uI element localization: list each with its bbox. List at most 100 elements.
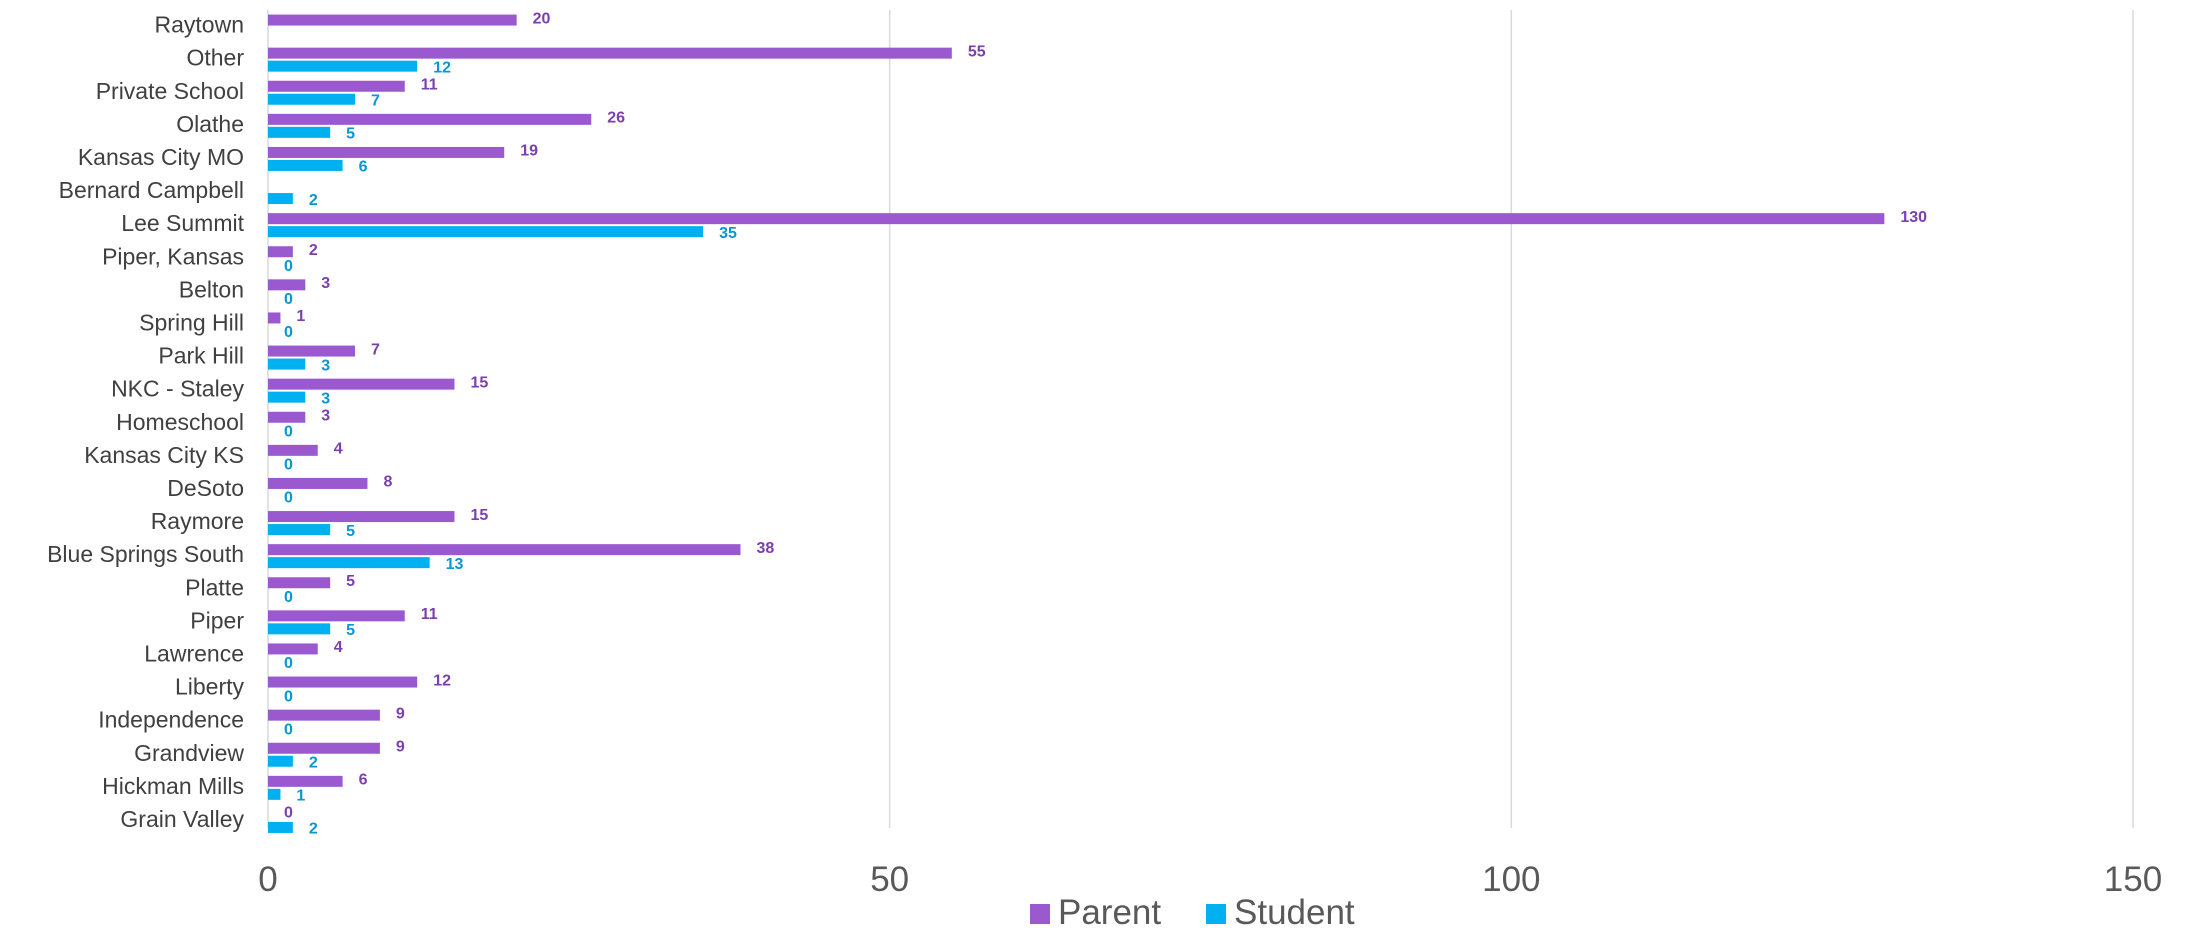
data-label-parent: 38 [756, 540, 774, 557]
data-label-parent: 130 [1900, 209, 1927, 226]
data-label-parent: 11 [421, 76, 438, 93]
bar-student [268, 391, 306, 403]
category-label: Blue Springs South [47, 541, 244, 567]
data-label-parent: 3 [321, 407, 330, 424]
data-label-parent: 7 [371, 341, 380, 358]
data-label-student: 13 [446, 556, 464, 573]
bar-parent [268, 213, 1885, 225]
data-label-student: 0 [284, 688, 293, 705]
category-label: Spring Hill [139, 310, 244, 336]
data-label-parent: 26 [607, 110, 625, 127]
category-label: DeSoto [167, 475, 244, 501]
data-label-parent: 1 [296, 308, 305, 325]
legend-label: Student [1234, 893, 1355, 932]
bar-student [268, 358, 306, 370]
data-label-parent: 4 [334, 639, 343, 656]
bar-parent [268, 477, 368, 489]
data-label-student: 0 [284, 324, 293, 341]
data-label-student: 3 [321, 390, 330, 407]
category-label: Grandview [134, 740, 244, 766]
bar-student [268, 557, 430, 569]
category-label: Raymore [151, 508, 244, 534]
category-label: Lawrence [144, 641, 244, 667]
data-label-parent: 9 [396, 738, 405, 755]
category-label: Piper, Kansas [102, 243, 244, 269]
data-label-parent: 9 [396, 705, 405, 722]
data-label-student: 3 [321, 357, 330, 374]
category-label: Kansas City KS [84, 442, 244, 468]
bar-parent [268, 775, 343, 787]
legend-label: Parent [1058, 893, 1161, 932]
category-label: Piper [190, 607, 244, 633]
legend-swatch [1206, 904, 1226, 924]
data-label-parent: 19 [520, 143, 538, 160]
category-label: Liberty [175, 674, 245, 700]
legend-swatch [1030, 904, 1050, 924]
bar-student [268, 193, 293, 205]
category-label: Independence [98, 707, 244, 733]
category-label: Private School [96, 78, 244, 104]
bar-parent [268, 709, 380, 721]
data-label-parent: 20 [533, 10, 551, 27]
category-label: Homeschool [116, 409, 244, 435]
category-label: Platte [185, 574, 244, 600]
bar-student [268, 623, 331, 635]
data-labels: 2055121172651962130352030107315330408015… [284, 10, 1927, 837]
category-label: Hickman Mills [102, 773, 244, 799]
data-label-student: 0 [284, 423, 293, 440]
bar-student [268, 755, 293, 767]
data-label-student: 2 [309, 192, 318, 209]
bar-parent [268, 676, 418, 688]
bar-parent [268, 444, 318, 456]
data-label-student: 1 [296, 788, 305, 805]
x-axis-ticks: 0 50 100 150 [258, 860, 2162, 899]
bar-parent [268, 47, 952, 59]
data-label-student: 2 [309, 754, 318, 771]
data-label-parent: 2 [309, 242, 318, 259]
bar-parent [268, 246, 293, 258]
category-label: Bernard Campbell [59, 177, 244, 203]
data-label-student: 12 [433, 59, 451, 76]
data-label-parent: 55 [968, 43, 986, 60]
bar-parent [268, 113, 592, 125]
data-label-parent: 11 [421, 606, 438, 623]
data-label-student: 0 [284, 291, 293, 308]
category-label: Kansas City MO [78, 144, 244, 170]
bar-student [268, 788, 281, 800]
x-tick-label: 150 [2104, 860, 2162, 899]
bar-student [268, 159, 343, 171]
bar-parent [268, 610, 405, 622]
category-label: Park Hill [158, 343, 244, 369]
data-label-student: 5 [346, 622, 355, 639]
bar-student [268, 524, 331, 536]
bar-parent [268, 279, 306, 291]
bar-parent [268, 378, 455, 390]
category-label: Belton [179, 276, 244, 302]
category-label: NKC - Staley [111, 376, 244, 402]
bar-student [268, 93, 356, 105]
bar-parent [268, 511, 455, 523]
data-label-student: 0 [284, 655, 293, 672]
x-tick-label: 50 [870, 860, 909, 899]
category-label: Raytown [155, 12, 244, 38]
data-label-parent: 15 [471, 507, 489, 524]
bar-student [268, 226, 704, 238]
data-label-student: 5 [346, 523, 355, 540]
data-label-parent: 12 [433, 672, 451, 689]
gridlines [888, 10, 2134, 828]
bar-student [268, 60, 418, 72]
bar-parent [268, 544, 741, 556]
bar-parent [268, 345, 356, 357]
data-label-student: 0 [284, 589, 293, 606]
data-label-parent: 0 [284, 805, 293, 822]
data-label-student: 0 [284, 457, 293, 474]
data-label-student: 7 [371, 92, 380, 109]
bar-parent [268, 577, 331, 589]
bar-parent [268, 643, 318, 655]
bars [268, 14, 1885, 833]
data-label-student: 0 [284, 721, 293, 738]
bar-parent [268, 742, 380, 754]
x-tick-label: 100 [1482, 860, 1540, 899]
data-label-parent: 15 [471, 374, 489, 391]
